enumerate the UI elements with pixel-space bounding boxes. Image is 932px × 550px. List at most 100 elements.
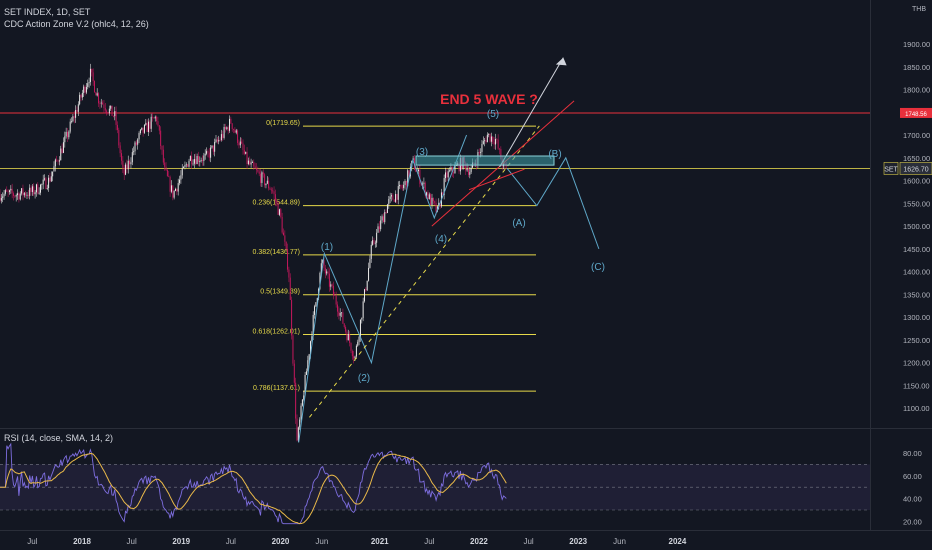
candle-body	[222, 134, 224, 138]
candle-body	[169, 176, 171, 192]
time-tick-label: 2022	[470, 537, 488, 546]
candle-body	[94, 81, 95, 93]
candle-body	[91, 68, 93, 73]
price-tick-label: 1300.00	[903, 313, 930, 322]
candle-body	[189, 156, 191, 161]
candle-body	[272, 190, 274, 192]
projection-arrow-line	[499, 57, 564, 168]
time-tick-label: Jul	[127, 537, 137, 546]
fib-level-label: 0(1719.65)	[266, 120, 300, 127]
candle-body	[386, 204, 388, 213]
price-tick-label: 1200.00	[903, 359, 930, 368]
candle-body	[152, 116, 154, 118]
candle-body	[191, 156, 193, 165]
candle-body	[196, 156, 198, 165]
candle-body	[57, 160, 59, 162]
candle-body	[310, 341, 311, 355]
candle-body	[350, 342, 352, 351]
candle-body	[15, 195, 17, 197]
candle-body	[207, 151, 209, 153]
candle-body	[434, 201, 436, 203]
candle-body	[485, 140, 487, 143]
candle-body	[392, 195, 394, 200]
candle-body	[349, 334, 351, 343]
candle-body	[470, 167, 472, 173]
candle-body	[121, 153, 122, 161]
candle-body	[160, 130, 162, 146]
candle-body	[108, 108, 110, 114]
candle-body	[388, 199, 390, 205]
candle-body	[322, 260, 324, 264]
candle-body	[131, 152, 133, 163]
candle-body	[314, 306, 316, 315]
candle-body	[208, 152, 210, 158]
candle-body	[447, 171, 449, 178]
candle-body	[44, 178, 46, 180]
candle-body	[469, 172, 471, 175]
candle-body	[377, 226, 379, 233]
candle-body	[400, 184, 402, 188]
price-tick-label: 1850.00	[903, 63, 930, 72]
candle-body	[330, 284, 332, 287]
candle-body	[18, 193, 20, 200]
rsi-tick-label: 20.00	[903, 517, 922, 526]
candle-body	[428, 194, 430, 200]
candle-body	[81, 92, 83, 98]
current-price-label: 1626.70	[903, 166, 928, 173]
candle-body	[116, 124, 118, 130]
price-tick-label: 1100.00	[903, 404, 930, 413]
candle-body	[77, 104, 79, 112]
candle-body	[149, 121, 151, 129]
wave-label: (3)	[416, 147, 428, 158]
candle-body	[403, 184, 405, 188]
candle-body	[385, 212, 387, 213]
candle-body	[489, 133, 491, 142]
candle-body	[300, 405, 302, 420]
candle-body	[156, 116, 158, 122]
candle-body	[481, 144, 483, 152]
candle-body	[142, 127, 144, 133]
candle-body	[430, 194, 432, 206]
indicator-title: CDC Action Zone V.2 (ohlc4, 12, 26)	[4, 19, 149, 29]
candle-body	[202, 160, 203, 161]
candle-body	[188, 160, 190, 167]
candle-body	[289, 277, 291, 300]
candle-body	[369, 258, 371, 268]
candle-body	[484, 140, 486, 142]
candle-body	[242, 143, 244, 150]
candle-body	[52, 171, 54, 177]
price-tick-label: 1350.00	[903, 290, 930, 299]
candle-body	[415, 169, 417, 172]
candle-body	[161, 145, 163, 150]
candle-body	[324, 267, 326, 274]
time-tick-label: Jul	[226, 537, 236, 546]
candle-body	[40, 184, 41, 193]
candle-body	[139, 129, 141, 134]
candle-body	[0, 197, 2, 201]
candle-body	[67, 131, 68, 138]
candle-body	[399, 184, 401, 187]
candle-body	[299, 419, 301, 428]
candle-body	[343, 323, 345, 327]
candle-body	[65, 131, 67, 137]
candle-body	[88, 81, 90, 84]
candle-body	[268, 180, 270, 189]
candle-body	[80, 94, 82, 98]
candle-body	[183, 166, 185, 168]
candle-body	[304, 374, 306, 396]
candle-body	[13, 193, 14, 196]
candle-body	[14, 195, 16, 197]
candle-body	[431, 197, 433, 206]
wave-label: (C)	[591, 262, 605, 273]
candle-body	[98, 93, 100, 104]
candle-body	[391, 195, 392, 197]
candle-body	[31, 186, 33, 192]
candle-body	[172, 185, 174, 198]
candle-body	[266, 180, 268, 184]
price-tick-label: 1250.00	[903, 336, 930, 345]
candle-body	[365, 289, 367, 291]
candle-body	[373, 240, 375, 244]
candle-body	[278, 209, 280, 215]
time-tick-label: 2018	[73, 537, 91, 546]
